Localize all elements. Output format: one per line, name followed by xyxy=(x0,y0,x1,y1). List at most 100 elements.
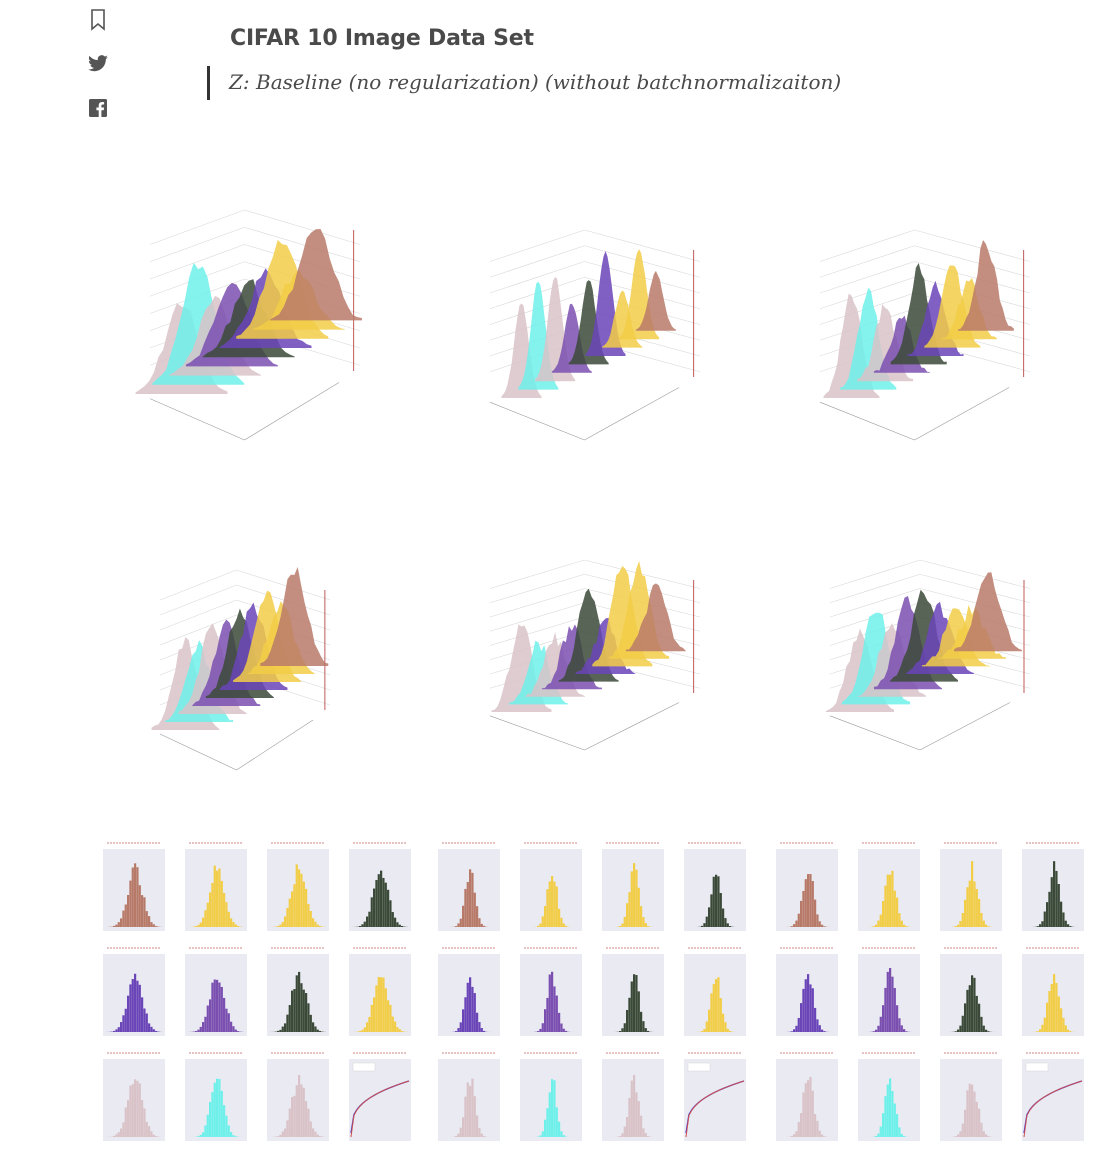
ridge-series xyxy=(957,239,1014,331)
histogram-bar xyxy=(635,975,638,1032)
histogram-bar xyxy=(978,1003,981,1032)
histogram-bar xyxy=(959,1131,962,1137)
histogram-bar xyxy=(884,987,887,1032)
histogram-bar xyxy=(316,1029,319,1032)
histogram-bar xyxy=(964,899,967,927)
histogram-bar xyxy=(152,924,155,927)
histogram-bar xyxy=(644,923,647,927)
histogram-bar xyxy=(293,1095,296,1137)
histogram-bar xyxy=(464,888,467,927)
gridline xyxy=(584,559,701,589)
histogram-bar xyxy=(298,1075,301,1137)
histogram-bar xyxy=(368,1016,371,1032)
histogram-bar xyxy=(954,926,957,927)
gridline xyxy=(489,559,585,589)
histogram-bar xyxy=(814,1114,817,1137)
histogram-bar xyxy=(795,920,798,927)
histogram-bar xyxy=(234,924,237,927)
histogram-bar xyxy=(295,975,298,1032)
bookmark-button[interactable] xyxy=(84,6,112,34)
histogram-bar xyxy=(286,907,289,927)
histogram-bar xyxy=(619,926,622,927)
histogram-bar xyxy=(623,916,626,927)
histogram-bar xyxy=(957,1134,960,1137)
histogram-bar xyxy=(476,906,479,927)
histogram-subplot xyxy=(103,1052,165,1141)
histogram-bar xyxy=(115,924,118,927)
ridge-plot-1 xyxy=(135,209,362,441)
histogram-bar xyxy=(129,1085,132,1137)
histogram-subplot xyxy=(185,1052,247,1141)
gridline xyxy=(489,573,585,604)
histogram-bar xyxy=(541,1131,544,1137)
histogram-bar xyxy=(539,1135,542,1137)
histogram-bar xyxy=(905,926,908,927)
histogram-bar xyxy=(223,1105,226,1137)
histogram-bar xyxy=(790,1031,793,1032)
histogram-bar xyxy=(129,880,132,927)
histogram-subplot xyxy=(776,842,838,931)
histogram-bar xyxy=(455,926,458,927)
histogram-bar xyxy=(558,1121,561,1137)
histogram-bar xyxy=(145,1013,148,1032)
histogram-subplot xyxy=(267,947,329,1036)
histogram-bar xyxy=(227,1013,230,1032)
histogram-bar xyxy=(818,1025,821,1032)
histogram-bar xyxy=(117,1027,120,1032)
histogram-bar xyxy=(204,910,207,927)
histogram-subplot xyxy=(1022,842,1084,931)
histogram-bar xyxy=(1036,1031,1039,1032)
histogram-bar xyxy=(548,974,551,1032)
histogram-bar xyxy=(724,1022,727,1032)
histogram-bar xyxy=(875,1029,878,1032)
histogram-subplot xyxy=(103,842,165,931)
histogram-bar xyxy=(889,967,892,1032)
histogram-bar xyxy=(975,995,978,1032)
histogram-bar xyxy=(717,876,720,927)
histogram-bar xyxy=(483,1136,486,1137)
histogram-subplot xyxy=(602,1052,664,1141)
histogram-bar xyxy=(302,1087,305,1137)
histogram-bar xyxy=(199,1134,202,1137)
histogram-bar xyxy=(980,912,983,927)
histogram-bar xyxy=(903,1136,906,1137)
histogram-bar xyxy=(560,1023,563,1032)
histogram-bar xyxy=(809,1076,812,1137)
histogram-bar xyxy=(973,1091,976,1137)
histogram-bar xyxy=(476,1012,479,1032)
histogram-bar xyxy=(389,1004,392,1032)
histogram-bar xyxy=(136,980,139,1032)
twitter-share-button[interactable] xyxy=(84,50,112,78)
histogram-bar xyxy=(375,985,378,1032)
histogram-bar xyxy=(823,1136,826,1137)
histogram-bar xyxy=(361,1029,364,1032)
histogram-bar xyxy=(982,1025,985,1032)
histogram-bar xyxy=(398,1029,401,1032)
histogram-bar xyxy=(703,923,706,927)
histogram-bar xyxy=(626,1116,629,1137)
histogram-bar xyxy=(807,1080,810,1137)
histogram-bar xyxy=(804,979,807,1032)
histogram-bar xyxy=(959,920,962,927)
facebook-share-button[interactable] xyxy=(84,94,112,122)
histogram-bar xyxy=(138,1083,141,1137)
histogram-bar xyxy=(141,1099,144,1137)
histogram-bar xyxy=(968,985,971,1032)
histogram-bar xyxy=(195,1031,198,1032)
histogram-grid-2 xyxy=(438,842,746,1141)
histogram-bar xyxy=(370,897,373,927)
histogram-bar xyxy=(628,892,631,927)
histogram-bar xyxy=(195,926,198,927)
histogram-bar xyxy=(366,1022,369,1032)
histogram-bar xyxy=(537,925,540,927)
histogram-bar xyxy=(886,874,889,927)
histogram-subplot xyxy=(940,842,1002,931)
histogram-bar xyxy=(279,1134,282,1137)
histogram-bar xyxy=(122,910,125,927)
gridline xyxy=(489,245,585,278)
histogram-bar xyxy=(811,1090,814,1137)
histogram-bar xyxy=(279,1029,282,1032)
histogram-bar xyxy=(898,913,901,927)
histogram-bar xyxy=(1048,991,1051,1032)
histogram-bar xyxy=(220,1090,223,1137)
